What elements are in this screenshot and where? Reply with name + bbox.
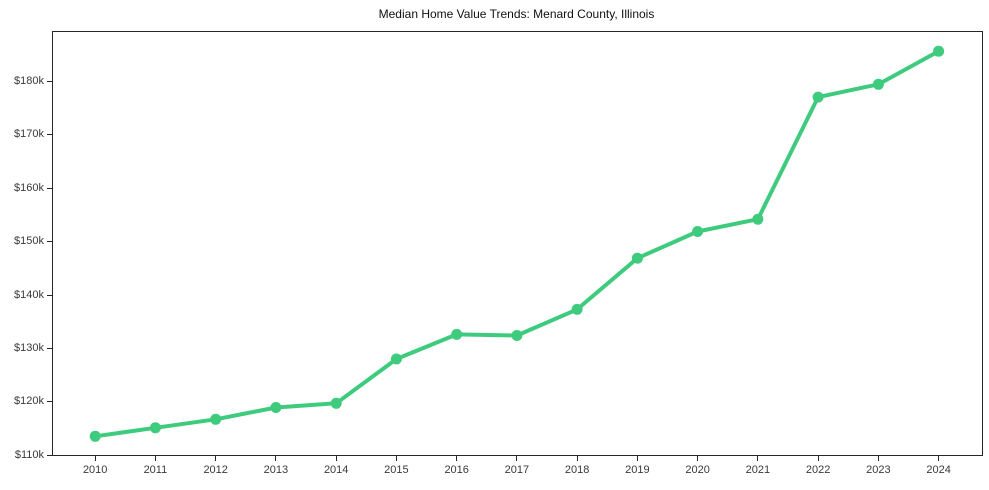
y-tick-label: $170k bbox=[14, 128, 44, 141]
x-tick-label: 2010 bbox=[82, 464, 108, 476]
x-tick-mark bbox=[215, 456, 217, 461]
data-point-2024 bbox=[933, 45, 945, 57]
x-tick-label: 2012 bbox=[203, 464, 228, 476]
x-tick-mark bbox=[94, 456, 96, 461]
y-tick-label: $110k bbox=[14, 448, 44, 461]
chart-title: Median Home Value Trends: Menard County,… bbox=[378, 7, 655, 21]
data-point-2022 bbox=[812, 91, 824, 103]
data-point-2019 bbox=[631, 252, 643, 264]
x-tick-mark bbox=[938, 456, 940, 461]
data-point-2011 bbox=[149, 422, 161, 434]
trend-line bbox=[93, 49, 941, 439]
y-tick-label: $140k bbox=[14, 288, 44, 301]
x-tick-mark bbox=[154, 456, 156, 461]
y-tick-mark bbox=[47, 241, 52, 243]
x-tick-mark bbox=[576, 456, 578, 461]
y-tick-label: $130k bbox=[14, 341, 44, 354]
x-tick-label: 2016 bbox=[444, 464, 469, 476]
data-point-2012 bbox=[210, 413, 222, 425]
plot-area: $110k $120k $130k $140k $150k $160k $170k $180k… bbox=[14, 31, 983, 476]
x-tick-label: 2020 bbox=[685, 464, 710, 476]
data-point-2013 bbox=[270, 402, 282, 413]
y-tick-mark bbox=[47, 134, 52, 136]
x-tick-label: 2018 bbox=[564, 464, 590, 476]
y-tick-label: $150k bbox=[14, 235, 44, 248]
y-tick-mark bbox=[47, 81, 52, 83]
x-tick-mark bbox=[335, 456, 337, 461]
x-tick-label: 2011 bbox=[143, 464, 168, 476]
x-tick-label: 2024 bbox=[926, 464, 951, 476]
data-point-2014 bbox=[330, 397, 342, 409]
x-tick-label: 2013 bbox=[263, 464, 289, 476]
x-tick-label: 2019 bbox=[625, 464, 650, 476]
x-tick-mark bbox=[817, 456, 819, 461]
data-point-2010 bbox=[89, 430, 101, 442]
x-tick-mark bbox=[757, 456, 759, 461]
x-tick-mark bbox=[395, 456, 397, 461]
x-tick-mark bbox=[877, 456, 879, 461]
x-tick-mark bbox=[697, 456, 699, 461]
data-point-2020 bbox=[692, 226, 704, 237]
y-tick-mark bbox=[47, 347, 52, 349]
x-tick-label: 2014 bbox=[323, 464, 349, 476]
data-point-2016 bbox=[451, 328, 463, 340]
data-point-2017 bbox=[511, 330, 523, 341]
x-tick-label: 2023 bbox=[866, 464, 891, 476]
y-tick-mark bbox=[47, 187, 52, 189]
x-tick-label: 2021 bbox=[745, 464, 771, 476]
data-point-2023 bbox=[872, 78, 884, 90]
x-tick-label: 2015 bbox=[384, 464, 409, 476]
x-tick-mark bbox=[456, 456, 458, 461]
y-tick-label: $160k bbox=[14, 181, 44, 194]
x-tick-mark bbox=[516, 456, 518, 461]
plot-canvas bbox=[89, 45, 945, 442]
x-tick-mark bbox=[275, 456, 277, 461]
data-point-2015 bbox=[390, 353, 402, 365]
y-tick-label: $180k bbox=[14, 75, 44, 88]
y-tick-mark bbox=[47, 454, 52, 456]
data-point-2018 bbox=[571, 303, 583, 315]
data-point-2021 bbox=[752, 213, 764, 225]
x-tick-mark bbox=[636, 456, 638, 461]
y-tick-label: $120k bbox=[14, 395, 44, 408]
x-tick-label: 2017 bbox=[504, 464, 530, 476]
y-tick-mark bbox=[47, 294, 52, 296]
x-tick-label: 2022 bbox=[805, 464, 831, 476]
y-tick-mark bbox=[47, 401, 52, 403]
